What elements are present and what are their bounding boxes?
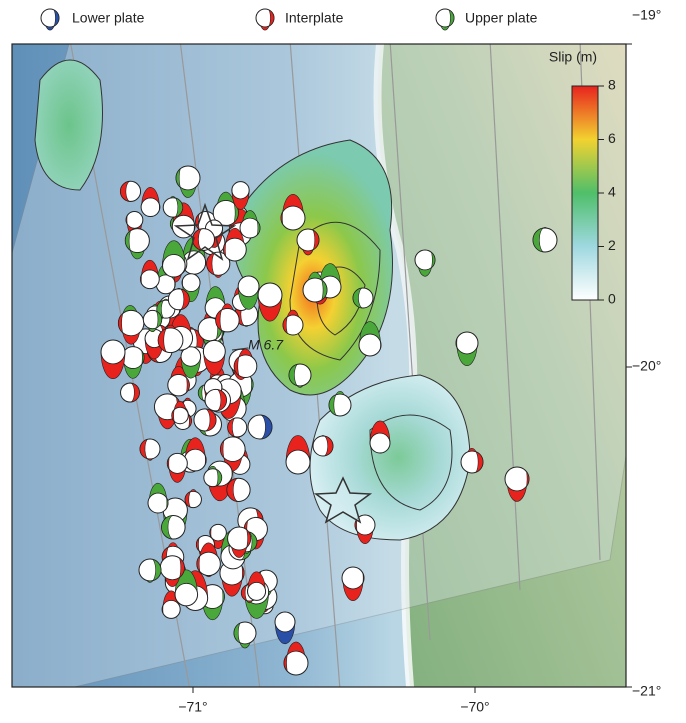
legend-label: Interplate xyxy=(285,10,344,26)
legend-label: Lower plate xyxy=(72,10,145,26)
colorbar-tick-label: 0 xyxy=(608,291,616,307)
legend: Lower plate Interplate Upper plate xyxy=(41,9,538,30)
lat-label: −20° xyxy=(632,358,661,374)
lat-label: −19° xyxy=(632,7,661,23)
colorbar-tick-label: 8 xyxy=(608,77,616,93)
lon-label: −70° xyxy=(460,699,489,715)
event-annotation: M 6.7 xyxy=(248,337,284,353)
legend-label: Upper plate xyxy=(465,10,538,26)
colorbar-tick-label: 4 xyxy=(608,184,616,200)
lat-label: −21° xyxy=(632,683,661,699)
lon-label: −71° xyxy=(178,699,207,715)
colorbar-title: Slip (m) xyxy=(549,49,597,65)
map-figure: M 6.7 Lower plate Interplate Upper plate S… xyxy=(0,0,686,718)
colorbar-tick-label: 2 xyxy=(608,237,616,253)
colorbar xyxy=(572,86,598,300)
colorbar-tick-label: 6 xyxy=(608,130,616,146)
